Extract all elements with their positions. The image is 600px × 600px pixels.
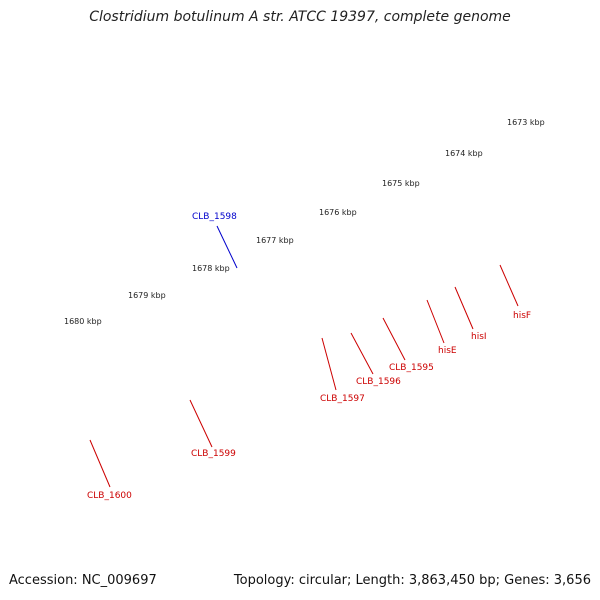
- leader-line-clb_1596: [350, 332, 374, 375]
- scale-label: 1678 kbp: [192, 264, 230, 273]
- leader-line-hisf: [499, 264, 519, 307]
- leader-line-clb_1600: [89, 439, 111, 488]
- backbone-ring: [290, 0, 600, 121]
- scale-label: 1679 kbp: [128, 291, 166, 300]
- scale-label: 1674 kbp: [445, 149, 483, 158]
- gene-label-clb_1598: CLB_1598: [192, 212, 237, 222]
- backbone-light: [289, 0, 600, 120]
- scale-label: 1673 kbp: [507, 118, 545, 127]
- map-title: Clostridium botulinum A str. ATCC 19397,…: [89, 9, 511, 25]
- gene-label-clb_1599: CLB_1599: [191, 449, 236, 459]
- gene-label-clb_1596: CLB_1596: [356, 377, 401, 387]
- gene-label-hisi: hisI: [471, 332, 487, 342]
- gene-label-hise: hisE: [438, 346, 457, 356]
- scale-label: 1676 kbp: [319, 208, 357, 217]
- backbone-circle: [289, 0, 600, 121]
- scale-label: 1675 kbp: [382, 179, 420, 188]
- accession-text: Accession: NC_009697: [9, 573, 157, 588]
- scale-label: 1680 kbp: [64, 317, 102, 326]
- genome-stats-text: Topology: circular; Length: 3,863,450 bp…: [233, 573, 591, 588]
- scale-label: 1677 kbp: [256, 236, 294, 245]
- gene-label-clb_1595: CLB_1595: [389, 363, 434, 373]
- leader-line-clb_1597: [321, 337, 337, 391]
- gene-label-leaders: [89, 225, 519, 488]
- leader-line-hise: [426, 299, 445, 344]
- gene-label-clb_1597: CLB_1597: [320, 394, 365, 404]
- leader-line-clb_1595: [382, 317, 406, 361]
- leader-line-hisi: [454, 286, 474, 330]
- leader-line-clb_1598: [216, 225, 238, 269]
- gene-label-hisf: hisF: [513, 311, 531, 321]
- gene-label-clb_1600: CLB_1600: [87, 491, 132, 501]
- gene-labels: CLB_1598 CLB_1599 CLB_1600 CLB_1597 CLB_1596…: [87, 212, 531, 501]
- scale-labels: 1673 kbp 1674 kbp 1675 kbp 1676 kbp 1677 kbp…: [64, 118, 545, 326]
- leader-line-clb_1599: [189, 399, 213, 448]
